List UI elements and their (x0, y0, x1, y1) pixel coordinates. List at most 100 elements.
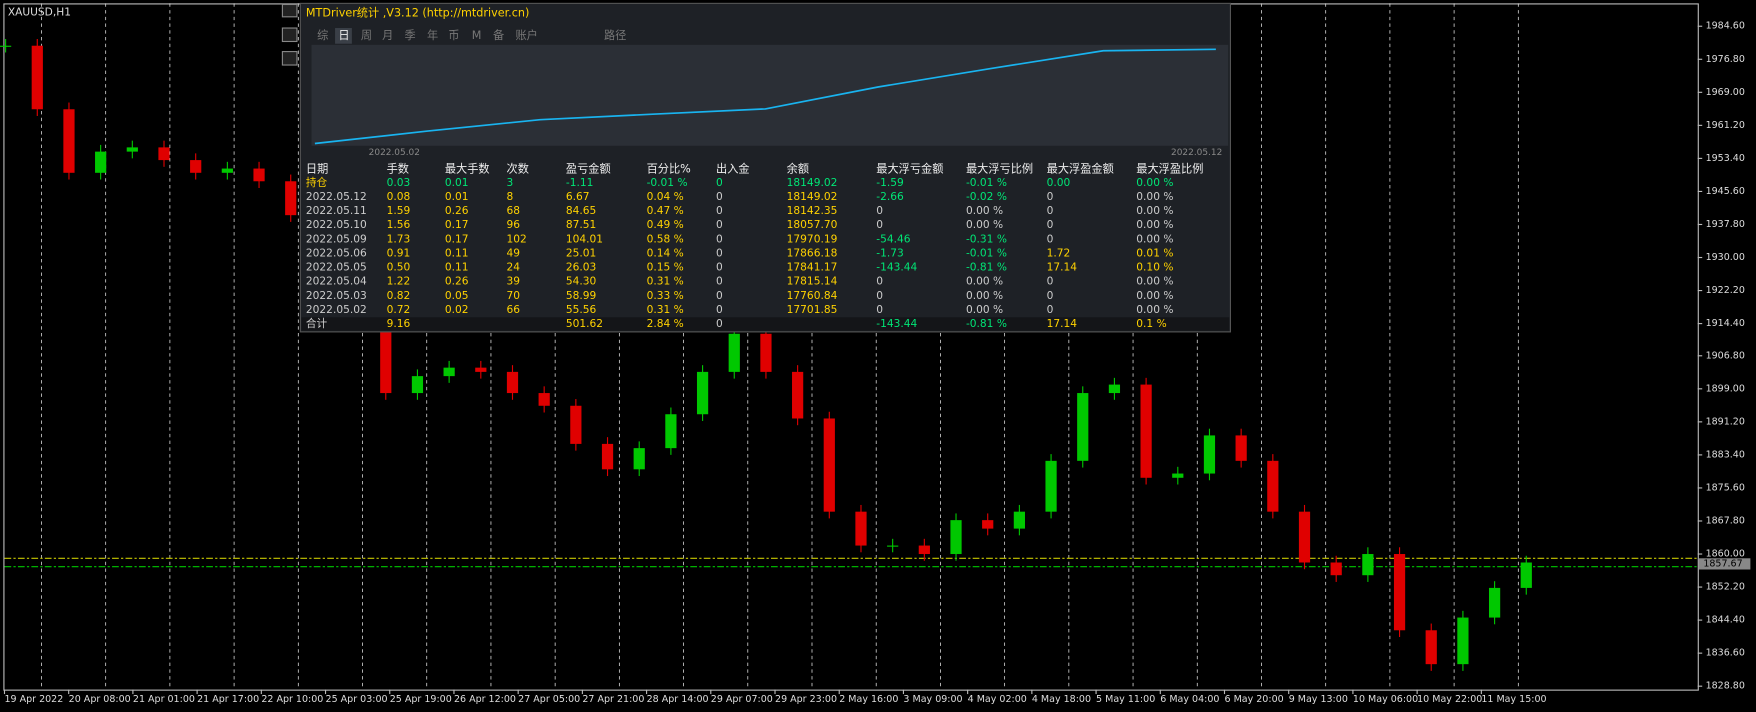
candles (0, 38, 1532, 671)
table-cell: 104.01 (566, 232, 603, 245)
table-cell: 3 (507, 176, 514, 189)
table-cell: 2022.05.04 (306, 275, 367, 288)
x-tick-label: 19 Apr 2022 (4, 694, 63, 705)
table-cell: 0.17 (445, 218, 469, 231)
tab[interactable]: 月 (382, 29, 393, 42)
table-cell: 8 (507, 190, 514, 203)
table-cell: 0 (716, 204, 723, 217)
table-cell: 0.26 (445, 204, 469, 217)
table-cell: 0 (716, 289, 723, 302)
candle (1172, 473, 1184, 478)
candle (221, 168, 233, 173)
x-tick-label: 27 Apr 05:00 (518, 694, 580, 705)
candle (1298, 511, 1311, 563)
tab[interactable]: 周 (361, 29, 372, 42)
table-header: 最大浮盈比例 (1136, 161, 1203, 175)
tab[interactable]: 年 (427, 28, 438, 42)
table-cell: 0.04 % (647, 190, 684, 203)
table-cell: 2022.05.02 (306, 303, 367, 316)
x-tick-label: 27 Apr 21:00 (582, 694, 644, 705)
candle (95, 151, 107, 173)
table-cell: 0.00 % (1136, 232, 1173, 245)
table-cell: 2022.05.05 (306, 261, 367, 274)
y-tick-label: 1922.20 (1706, 285, 1745, 296)
price-marker-label: 1857.67 (1703, 558, 1742, 569)
x-tick-label: 4 May 02:00 (968, 694, 1027, 705)
y-tick-label: 1891.20 (1706, 416, 1745, 427)
x-tick-label: 6 May 20:00 (1224, 694, 1283, 705)
table-cell: 0 (716, 246, 723, 259)
table-cell: 2022.05.11 (306, 204, 367, 217)
y-tick-label: 1945.60 (1706, 186, 1745, 197)
table-header: 出入金 (716, 161, 750, 175)
active-tab[interactable] (335, 28, 352, 44)
x-tick-label: 3 May 09:00 (903, 694, 962, 705)
y-tick-label: 1852.20 (1706, 582, 1745, 593)
table-header: 最大浮亏比例 (966, 161, 1033, 175)
table-cell: 0 (716, 261, 723, 274)
table-cell: 0 (716, 303, 723, 316)
tab[interactable]: 综 (317, 28, 328, 42)
tab[interactable]: 币 (448, 29, 459, 42)
table-cell: 0 (876, 303, 883, 316)
candle (792, 371, 804, 419)
table-cell: 0.05 (445, 289, 469, 302)
tab[interactable]: 日 (338, 29, 349, 42)
equity-start: 2022.05.02 (369, 148, 420, 158)
tab[interactable]: 账户 (515, 28, 537, 42)
table-cell: 39 (507, 275, 521, 288)
table-cell: 2022.05.10 (306, 218, 367, 231)
tab[interactable]: 季 (405, 29, 416, 42)
table-cell: 0.00 % (1136, 204, 1173, 217)
move-button[interactable] (281, 27, 298, 43)
y-tick-label: 1836.60 (1706, 648, 1745, 659)
table-cell: 0.58 % (647, 232, 684, 245)
table-header: 最大手数 (445, 161, 490, 175)
table-cell: -0.01 % (647, 176, 688, 189)
table-cell: 0.50 (387, 261, 411, 274)
y-tick-label: 1899.00 (1706, 383, 1745, 394)
check-button[interactable] (281, 51, 298, 66)
candle (1457, 617, 1469, 665)
table-cell: 0 (716, 232, 723, 245)
table-cell: 96 (507, 218, 521, 231)
table-cell: 0.00 % (966, 303, 1003, 316)
table-cell: -2.66 (876, 190, 904, 203)
candle (1267, 460, 1279, 512)
candle (0, 45, 12, 47)
candle (380, 308, 392, 394)
table-cell: 0.03 (387, 176, 411, 189)
table-cell: 0.15 % (647, 261, 684, 274)
table-cell: 66 (507, 303, 521, 316)
table-cell: -1.11 (566, 176, 593, 189)
tab[interactable]: M (472, 29, 482, 42)
table-cell: 1.59 (387, 204, 411, 217)
candle (1393, 554, 1406, 631)
table-cell: 24 (507, 261, 521, 274)
tab[interactable]: 备 (493, 28, 504, 42)
x-tick-label: 9 May 13:00 (1289, 694, 1348, 705)
table-cell: 0 (1047, 218, 1054, 231)
minimize-button[interactable] (281, 3, 298, 18)
table-cell: 9.16 (387, 317, 411, 330)
table-header: 百分比% (647, 162, 692, 175)
tab[interactable]: 路径 (604, 28, 626, 42)
table-cell: 0.17 (445, 232, 469, 245)
x-tick-label: 25 Apr 03:00 (326, 694, 388, 705)
y-tick-label: 1953.40 (1706, 153, 1745, 164)
equity-end: 2022.05.12 (1171, 148, 1222, 158)
table-cell: -0.81 % (966, 317, 1007, 330)
table-cell: 0.00 % (966, 204, 1003, 217)
table-cell: 0 (1047, 190, 1054, 203)
candle (31, 45, 43, 110)
table-cell: 0.02 (445, 303, 469, 316)
candle (633, 448, 645, 470)
table-cell: -0.01 % (966, 176, 1007, 189)
y-tick-label: 1875.60 (1706, 482, 1745, 493)
candle (538, 393, 550, 406)
table-cell: 合计 (306, 317, 328, 330)
x-tick-label: 28 Apr 14:00 (647, 694, 709, 705)
table-cell: 0.10 % (1136, 261, 1173, 274)
y-tick-label: 1906.80 (1706, 350, 1745, 361)
table-cell: 17841.17 (787, 261, 838, 274)
